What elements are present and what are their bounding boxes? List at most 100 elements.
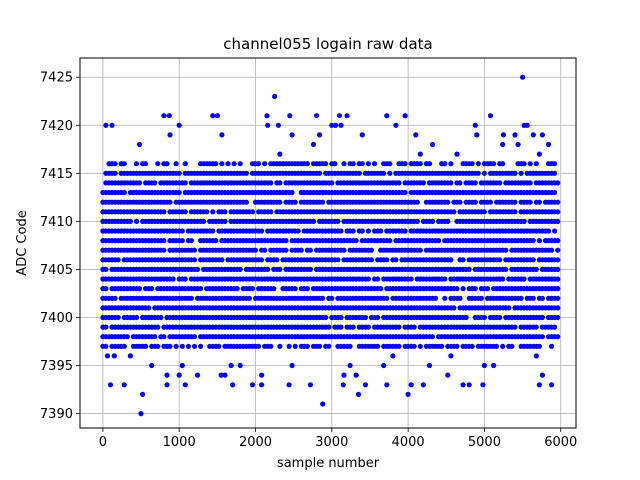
data-point bbox=[555, 266, 561, 272]
data-point bbox=[549, 343, 555, 349]
data-point bbox=[338, 122, 344, 128]
data-point bbox=[478, 295, 484, 301]
data-point bbox=[439, 343, 445, 349]
data-point bbox=[112, 295, 118, 301]
data-points bbox=[100, 74, 561, 417]
data-point bbox=[442, 276, 448, 282]
data-point bbox=[338, 314, 344, 321]
data-point bbox=[350, 161, 356, 167]
data-point bbox=[497, 314, 503, 321]
data-point bbox=[491, 362, 497, 369]
data-point bbox=[182, 209, 188, 215]
data-point bbox=[347, 362, 353, 369]
data-point bbox=[445, 372, 451, 378]
y-tick-label: 7400 bbox=[40, 311, 73, 326]
data-point bbox=[481, 362, 487, 369]
y-tick-label: 7425 bbox=[40, 71, 73, 86]
data-point bbox=[219, 257, 225, 263]
data-point bbox=[259, 257, 265, 263]
data-point bbox=[237, 161, 243, 167]
outlier-point bbox=[166, 113, 172, 119]
data-point bbox=[158, 314, 164, 321]
y-tick-label: 7415 bbox=[40, 167, 73, 182]
data-point bbox=[393, 122, 399, 128]
data-point bbox=[481, 209, 487, 215]
data-point bbox=[384, 295, 390, 301]
data-point bbox=[213, 161, 219, 167]
data-point bbox=[429, 141, 436, 148]
data-point bbox=[512, 199, 518, 205]
data-point bbox=[121, 189, 127, 196]
outlier-point bbox=[121, 382, 127, 388]
data-point bbox=[182, 382, 188, 388]
data-point bbox=[402, 228, 408, 234]
data-point bbox=[133, 314, 140, 321]
data-point bbox=[204, 209, 210, 215]
data-point bbox=[249, 286, 256, 292]
data-point bbox=[268, 209, 274, 215]
x-tick-label: 1000 bbox=[163, 435, 196, 450]
data-point bbox=[368, 257, 375, 263]
data-point bbox=[365, 161, 371, 167]
data-point bbox=[350, 324, 356, 330]
data-point bbox=[228, 362, 234, 369]
data-point bbox=[182, 161, 188, 167]
data-point bbox=[503, 266, 509, 272]
data-point bbox=[188, 295, 194, 301]
data-point bbox=[442, 161, 448, 167]
data-point bbox=[176, 170, 182, 176]
data-point bbox=[289, 132, 295, 138]
data-point bbox=[536, 199, 543, 205]
data-point bbox=[475, 170, 481, 176]
data-point bbox=[252, 247, 259, 253]
plot-frame bbox=[79, 57, 577, 429]
data-point bbox=[317, 170, 323, 176]
outlier-point bbox=[214, 113, 220, 119]
data-point bbox=[463, 314, 469, 321]
data-point bbox=[103, 266, 109, 272]
outlier-point bbox=[176, 122, 182, 128]
outlier-point bbox=[230, 382, 236, 388]
outlier-point bbox=[320, 401, 326, 407]
data-point bbox=[518, 295, 524, 301]
data-point bbox=[539, 372, 546, 378]
data-point bbox=[506, 305, 512, 311]
outlier-point bbox=[333, 122, 339, 128]
data-point bbox=[518, 170, 524, 176]
data-point bbox=[161, 238, 167, 244]
data-point bbox=[237, 362, 243, 369]
data-point bbox=[188, 238, 194, 244]
data-point bbox=[283, 238, 289, 244]
data-point bbox=[497, 180, 503, 186]
data-point bbox=[387, 238, 393, 244]
data-point bbox=[155, 324, 161, 330]
data-point bbox=[222, 218, 228, 224]
data-point bbox=[350, 228, 356, 234]
data-point bbox=[179, 362, 185, 369]
data-point bbox=[121, 161, 127, 167]
data-point bbox=[164, 372, 170, 378]
data-point bbox=[555, 238, 561, 244]
data-point bbox=[387, 170, 393, 176]
data-point bbox=[286, 343, 292, 349]
outlier-point bbox=[480, 382, 486, 388]
data-point bbox=[155, 161, 161, 167]
data-point bbox=[545, 228, 552, 234]
data-point bbox=[411, 324, 417, 330]
data-point bbox=[185, 343, 191, 349]
data-point bbox=[332, 161, 338, 167]
data-point bbox=[375, 343, 381, 349]
x-tick-label: 6000 bbox=[544, 435, 577, 450]
data-point bbox=[451, 209, 457, 215]
data-point bbox=[341, 372, 347, 378]
data-point bbox=[426, 161, 433, 167]
data-point bbox=[341, 247, 347, 253]
data-point bbox=[466, 266, 472, 272]
data-point bbox=[289, 362, 295, 369]
data-point bbox=[414, 218, 420, 224]
data-point bbox=[335, 218, 341, 224]
data-point bbox=[396, 343, 402, 349]
data-point bbox=[167, 343, 173, 349]
data-point bbox=[124, 334, 130, 340]
data-point bbox=[149, 286, 155, 292]
